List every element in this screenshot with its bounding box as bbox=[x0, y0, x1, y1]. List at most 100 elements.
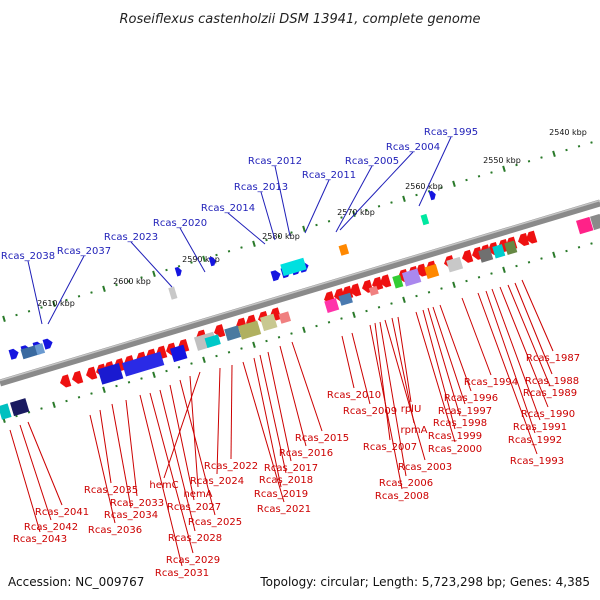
gene-label-rcas-2004: Rcas_2004 bbox=[386, 142, 440, 153]
leader-line bbox=[521, 279, 554, 352]
gene-label-rcas-2027: Rcas_2027 bbox=[167, 502, 221, 513]
scale-dot-upper bbox=[540, 156, 543, 159]
scale-dot-upper bbox=[190, 261, 193, 264]
leader-line bbox=[9, 429, 41, 533]
scale-dot-upper bbox=[40, 306, 43, 309]
gene-label-rcas-2009: Rcas_2009 bbox=[343, 406, 397, 417]
scale-tick-label: 2560 kbp bbox=[405, 182, 443, 191]
scale-dot-lower bbox=[427, 291, 431, 294]
scale-dot-upper bbox=[515, 163, 518, 167]
gene-label-rcas-2015: Rcas_2015 bbox=[295, 433, 349, 444]
scale-dot-upper bbox=[340, 216, 343, 219]
forward-gene-arrow bbox=[174, 266, 182, 277]
scale-dot-upper bbox=[352, 210, 356, 217]
gene-label-rcas-2007: Rcas_2007 bbox=[363, 442, 417, 453]
gene-label-rcas-2014: Rcas_2014 bbox=[201, 203, 255, 214]
scale-dot-lower bbox=[490, 272, 493, 275]
scale-dot-lower bbox=[315, 324, 318, 328]
leader-line bbox=[189, 375, 199, 488]
scale-dot-lower bbox=[52, 401, 56, 408]
gene-block bbox=[324, 298, 340, 313]
gene-label-rcas-2003: Rcas_2003 bbox=[398, 462, 452, 473]
leader-line bbox=[341, 335, 355, 389]
scale-dot-upper bbox=[177, 265, 181, 268]
scale-dot-upper bbox=[465, 178, 468, 182]
leader-line bbox=[163, 371, 201, 479]
scale-dot-upper bbox=[152, 270, 156, 277]
leader-line bbox=[514, 282, 553, 375]
gene-label-rcas-1989: Rcas_1989 bbox=[523, 388, 577, 399]
scale-dot-lower bbox=[165, 369, 168, 373]
gene-label-rcas-1988: Rcas_1988 bbox=[525, 376, 579, 387]
scale-dot-lower bbox=[77, 396, 81, 399]
backbone-line bbox=[0, 199, 600, 387]
gene-label-rcas-2037: Rcas_2037 bbox=[57, 246, 111, 257]
gene-block bbox=[338, 292, 353, 306]
gene-block bbox=[424, 264, 440, 279]
scale-dot-upper bbox=[577, 145, 581, 148]
leader-line bbox=[27, 421, 63, 506]
forward-gene-arrow bbox=[8, 348, 19, 360]
scale-dot-lower bbox=[252, 341, 256, 348]
gene-block bbox=[237, 320, 262, 340]
scale-dot-lower bbox=[290, 332, 293, 335]
scale-dot-lower bbox=[502, 266, 506, 273]
gene-label-hemc: hemC bbox=[149, 480, 178, 491]
scale-dot-lower bbox=[115, 384, 118, 388]
leader-line bbox=[374, 322, 391, 441]
scale-dot-upper bbox=[290, 231, 293, 234]
scale-dot-lower bbox=[565, 249, 568, 253]
scale-dot-lower bbox=[190, 362, 193, 365]
scale-dot-lower bbox=[577, 246, 581, 249]
scale-dot-lower bbox=[277, 336, 281, 339]
gene-label-rcas-1990: Rcas_1990 bbox=[521, 409, 575, 420]
gene-label-rcas-2020: Rcas_2020 bbox=[153, 218, 207, 229]
gene-label-rcas-2033: Rcas_2033 bbox=[110, 498, 164, 509]
scale-dot-lower bbox=[240, 347, 243, 350]
gene-label-rcas-2034: Rcas_2034 bbox=[104, 510, 158, 521]
scale-dot-upper bbox=[115, 283, 118, 287]
scale-dot-lower bbox=[552, 251, 556, 258]
scale-dot-lower bbox=[477, 276, 481, 279]
leader-line bbox=[230, 364, 233, 460]
gene-block bbox=[169, 344, 188, 363]
scale-dot-upper bbox=[202, 255, 206, 262]
gene-label-rcas-2043: Rcas_2043 bbox=[13, 534, 67, 545]
scale-dot-lower bbox=[452, 281, 456, 288]
scale-dot-upper bbox=[390, 201, 393, 204]
scale-dot-lower bbox=[352, 311, 356, 318]
label-leaders bbox=[9, 136, 554, 567]
scale-dot-lower bbox=[65, 399, 68, 403]
leader-line bbox=[335, 165, 373, 233]
forward-gene-arrow bbox=[42, 338, 53, 350]
gene-label-rcas-1994: Rcas_1994 bbox=[464, 377, 518, 388]
gene-block bbox=[259, 313, 278, 332]
gene-label-rcas-2019: Rcas_2019 bbox=[254, 489, 308, 500]
scale-dot-lower bbox=[302, 326, 306, 333]
leader-line bbox=[491, 288, 541, 421]
scale-dot-lower bbox=[390, 302, 393, 305]
scale-dot-lower bbox=[590, 242, 593, 245]
genome-backbone bbox=[0, 199, 600, 387]
scale-dot-upper bbox=[502, 165, 506, 172]
gene-label-rcas-2012: Rcas_2012 bbox=[248, 156, 302, 167]
reverse-gene-arrow bbox=[517, 232, 530, 247]
leader-line bbox=[291, 341, 323, 432]
leader-line bbox=[391, 317, 415, 424]
leader-line bbox=[216, 367, 221, 475]
scale-dot-lower bbox=[177, 366, 181, 369]
scale-dot-upper bbox=[140, 276, 143, 279]
scale-dot-lower bbox=[127, 381, 131, 384]
scale-dot-lower bbox=[152, 371, 156, 378]
scale-dot-lower bbox=[465, 279, 468, 283]
scale-dot-lower bbox=[402, 296, 406, 303]
scale-dot-upper bbox=[377, 205, 381, 208]
scale-dot-upper bbox=[527, 160, 531, 163]
leader-line bbox=[351, 332, 371, 405]
gene-block bbox=[280, 257, 307, 277]
gene-block bbox=[589, 213, 600, 231]
gene-label-rcas-2024: Rcas_2024 bbox=[190, 476, 244, 487]
scale-dot-upper bbox=[65, 298, 68, 302]
gene-block bbox=[504, 240, 518, 255]
